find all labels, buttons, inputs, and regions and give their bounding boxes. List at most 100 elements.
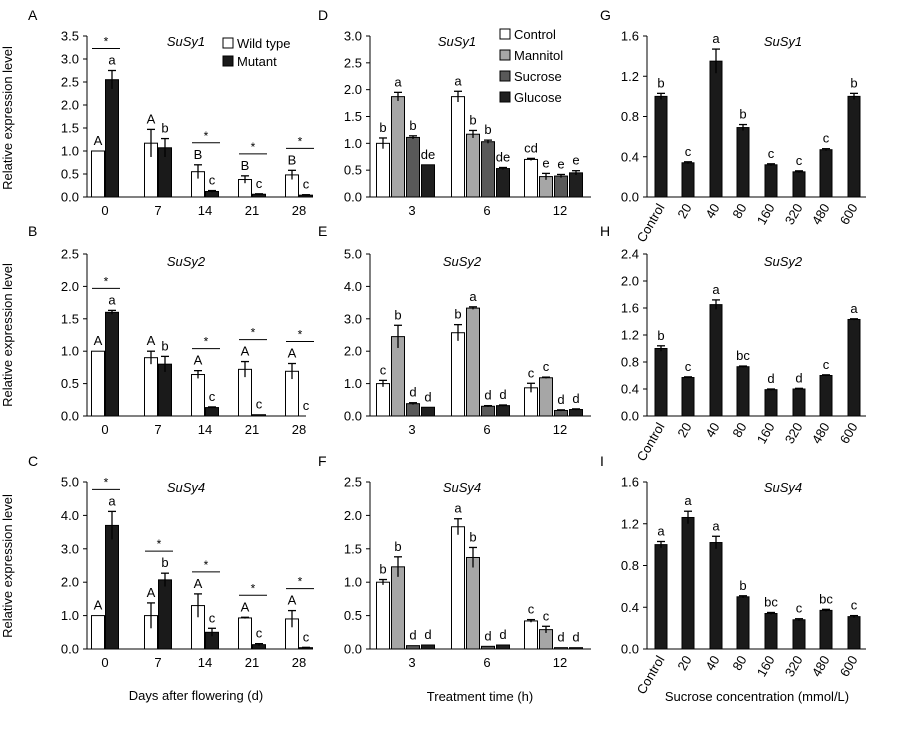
bar [451,526,465,650]
y-tick-label: 1.6 [621,475,639,490]
x-tick-label: 12 [553,655,567,670]
y-tick-label: 1.5 [61,311,79,326]
y-tick-label: 2.0 [344,344,362,359]
significance-letter: c [256,626,263,641]
y-tick-label: 0.0 [61,190,79,205]
bar [406,136,420,198]
significance-letter: c [543,359,550,374]
bar [105,79,119,198]
significance-letter: bc [764,594,778,609]
bar [91,150,105,198]
y-tick-label: 2.0 [61,98,79,113]
bar [764,613,778,650]
gene-title: SuSy4 [167,480,205,495]
panel-letter: B [28,223,37,239]
bar [496,405,510,417]
significance-letter: A [94,133,103,148]
x-tick-label: 600 [837,420,861,446]
significance-letter: a [454,501,462,516]
x-tick-label: Control [634,653,668,697]
y-tick-label: 1.0 [344,575,362,590]
y-tick-label: 2.0 [344,82,362,97]
bar [144,357,158,417]
significance-letter: d [424,389,431,404]
bar [91,615,105,650]
y-axis-title: Relative expression level [0,46,15,190]
bar [451,96,465,198]
panel-letter: A [28,7,38,23]
significance-letter: a [712,31,720,46]
bar [654,544,668,650]
bar [654,348,668,417]
significance-letter: b [850,75,857,90]
significance-letter: A [194,576,203,591]
x-tick-label: 21 [245,203,259,218]
x-tick-label: 20 [674,420,694,440]
significance-letter: b [469,529,476,544]
y-tick-label: 0.0 [621,642,639,657]
y-tick-label: 1.5 [344,109,362,124]
significance-letter: b [394,307,401,322]
significance-letter: A [241,599,250,614]
significance-letter: d [572,391,579,406]
y-tick-label: 3.0 [61,52,79,67]
x-tick-label: 480 [809,653,833,679]
significance-letter: c [851,598,858,613]
bar [709,542,723,650]
significance-star: * [204,129,209,143]
panel-g: G SuSy1 0.0 0.4 0.8 1.2 1.6 Control 20 40 80 160 320… [600,7,866,245]
y-tick-label: 2.5 [344,55,362,70]
x-tick-label: 160 [754,653,778,679]
y-tick-label: 1.0 [61,608,79,623]
significance-letter: a [850,301,858,316]
bar [681,516,695,650]
significance-letter: b [739,578,746,593]
x-tick-label: 480 [809,201,833,227]
legend-label: Glucose [514,90,562,105]
bar [158,579,172,650]
significance-letter: b [739,107,746,122]
legend-label: Control [514,27,556,42]
significance-letter: c [528,365,535,380]
bar [391,336,405,417]
bar [554,175,568,198]
significance-letter: d [484,388,491,403]
significance-letter: c [209,389,216,404]
x-tick-label: Control [634,420,668,464]
x-tick-label: 0 [101,422,108,437]
bar [792,171,806,198]
bar [406,403,420,417]
significance-letter: d [499,627,506,642]
significance-star: * [204,335,209,349]
y-tick-label: 2.0 [344,508,362,523]
significance-letter: c [685,144,692,159]
bar [191,374,205,417]
significance-star: * [104,274,109,288]
significance-letter: B [194,147,203,162]
significance-letter: c [796,601,803,616]
significance-letter: a [684,493,692,508]
x-tick-label: 6 [483,655,490,670]
y-tick-label: 0.0 [621,190,639,205]
x-tick-label: 320 [782,201,806,227]
significance-letter: d [767,371,774,386]
y-tick-label: 3.0 [344,311,362,326]
panel-h: H SuSy2 0.0 0.4 0.8 1.2 1.6 2.0 2.4 Control 20 40 80… [600,223,866,464]
y-tick-label: 0.5 [344,608,362,623]
y-tick-label: 1.0 [344,376,362,391]
significance-letter: c [209,610,216,625]
bar [554,647,568,650]
significance-letter: c [303,629,310,644]
panel-a: A SuSy1 0.0 0.5 1.0 1.5 2.0 2.5 3.0 3.5 0 7 14 21 28 Aa… [28,7,314,218]
legend-genotype: Wild type Mutant [222,36,290,69]
bar [736,366,750,417]
significance-letter: B [241,158,250,173]
significance-letter: a [108,53,116,68]
significance-letter: d [572,630,579,645]
significance-letter: b [379,120,386,135]
x-tick-label: 7 [154,203,161,218]
x-tick-label: 0 [101,655,108,670]
gene-title: SuSy1 [764,34,802,49]
